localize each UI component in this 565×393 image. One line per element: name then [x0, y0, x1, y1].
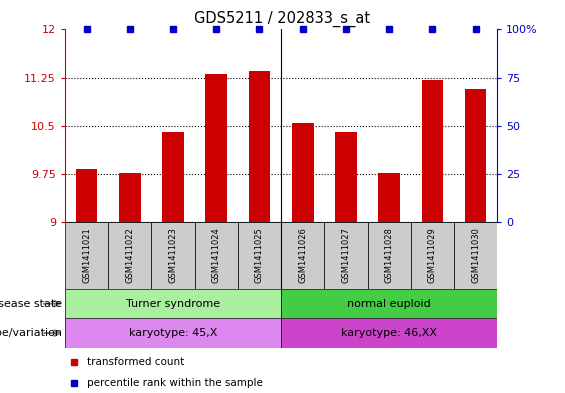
Text: GSM1411029: GSM1411029 — [428, 228, 437, 283]
Bar — [249, 71, 270, 222]
Text: percentile rank within the sample: percentile rank within the sample — [86, 378, 263, 387]
Bar — [281, 318, 497, 348]
Text: GSM1411021: GSM1411021 — [82, 228, 91, 283]
Text: Turner syndrome: Turner syndrome — [126, 299, 220, 309]
Bar — [162, 132, 184, 222]
Bar — [238, 222, 281, 289]
Bar — [292, 123, 314, 222]
Text: karyotype: 46,XX: karyotype: 46,XX — [341, 328, 437, 338]
Bar — [65, 289, 281, 318]
Text: GSM1411028: GSM1411028 — [385, 228, 394, 283]
Bar — [108, 222, 151, 289]
Text: GSM1411025: GSM1411025 — [255, 228, 264, 283]
Bar — [281, 289, 497, 318]
Bar — [335, 132, 357, 222]
Text: karyotype: 45,X: karyotype: 45,X — [129, 328, 217, 338]
Text: GSM1411022: GSM1411022 — [125, 228, 134, 283]
Text: genotype/variation: genotype/variation — [0, 328, 62, 338]
Text: GSM1411030: GSM1411030 — [471, 228, 480, 283]
Bar — [206, 74, 227, 222]
Bar — [65, 222, 108, 289]
Text: normal euploid: normal euploid — [347, 299, 431, 309]
Bar — [465, 88, 486, 222]
Text: GSM1411024: GSM1411024 — [212, 228, 221, 283]
Bar — [194, 222, 238, 289]
Bar — [324, 222, 368, 289]
Text: GSM1411023: GSM1411023 — [168, 228, 177, 283]
Bar — [454, 222, 497, 289]
Text: GSM1411026: GSM1411026 — [298, 228, 307, 283]
Bar — [281, 222, 324, 289]
Bar — [421, 79, 443, 222]
Bar — [411, 222, 454, 289]
Text: transformed count: transformed count — [86, 357, 184, 367]
Bar — [76, 169, 97, 222]
Text: GSM1411027: GSM1411027 — [341, 228, 350, 283]
Text: GDS5211 / 202833_s_at: GDS5211 / 202833_s_at — [194, 11, 371, 27]
Bar — [65, 318, 281, 348]
Bar — [367, 222, 411, 289]
Bar — [379, 173, 400, 222]
Bar — [151, 222, 194, 289]
Bar — [119, 173, 141, 222]
Text: disease state: disease state — [0, 299, 62, 309]
